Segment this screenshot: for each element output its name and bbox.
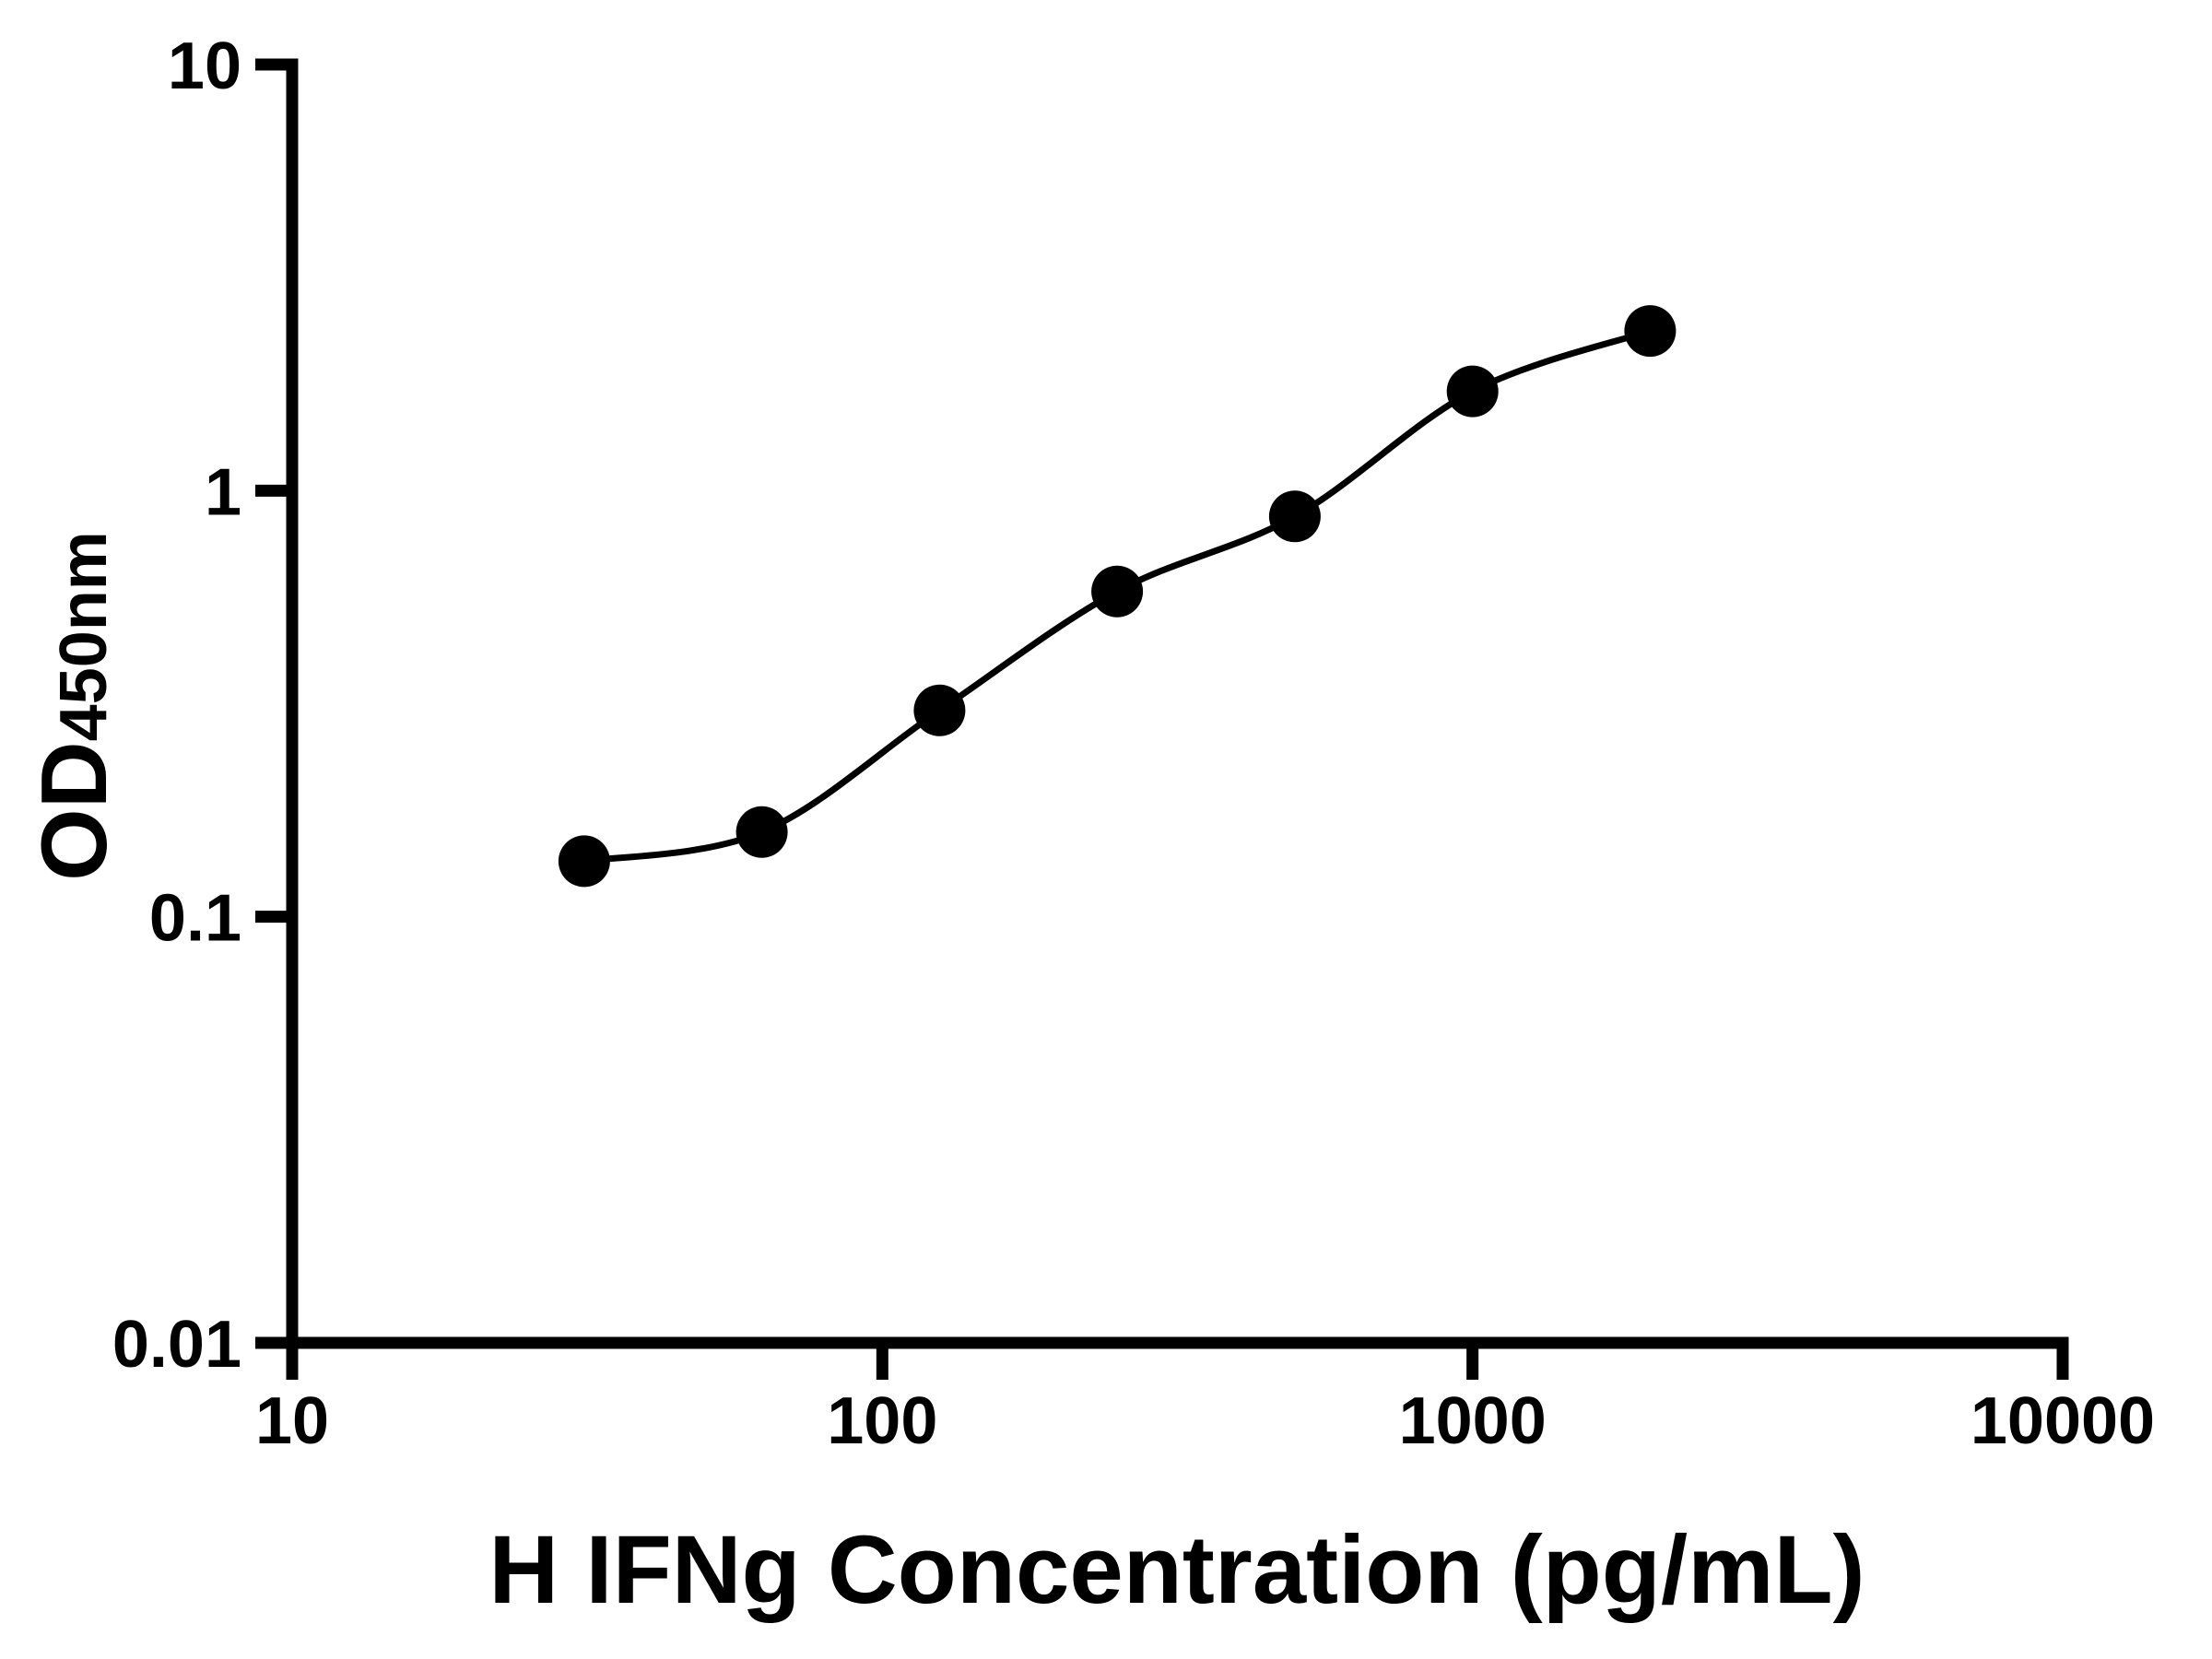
data-point (558, 835, 610, 888)
data-point (1446, 365, 1499, 418)
y-axis-title-subscript: 450nm (47, 531, 121, 741)
data-point (1624, 305, 1677, 358)
x-tick-label: 10 (255, 1384, 329, 1458)
data-point (735, 806, 788, 858)
y-tick-label: 1 (205, 455, 241, 529)
y-tick-label: 0.1 (149, 882, 241, 956)
x-axis-title: H IFNg Concentration (pg/mL) (488, 1516, 1865, 1624)
y-axis-title-main: OD (23, 741, 126, 881)
y-tick-label: 0.01 (112, 1308, 241, 1382)
x-tick-label: 100 (827, 1384, 937, 1458)
x-tick-label: 10000 (1971, 1384, 2155, 1458)
data-point (1268, 490, 1321, 543)
y-axis-title: OD450nm (23, 531, 126, 881)
y-tick-label: 10 (168, 29, 241, 103)
data-point (913, 684, 966, 736)
x-tick-label: 1000 (1399, 1384, 1547, 1458)
data-point (1091, 565, 1144, 618)
